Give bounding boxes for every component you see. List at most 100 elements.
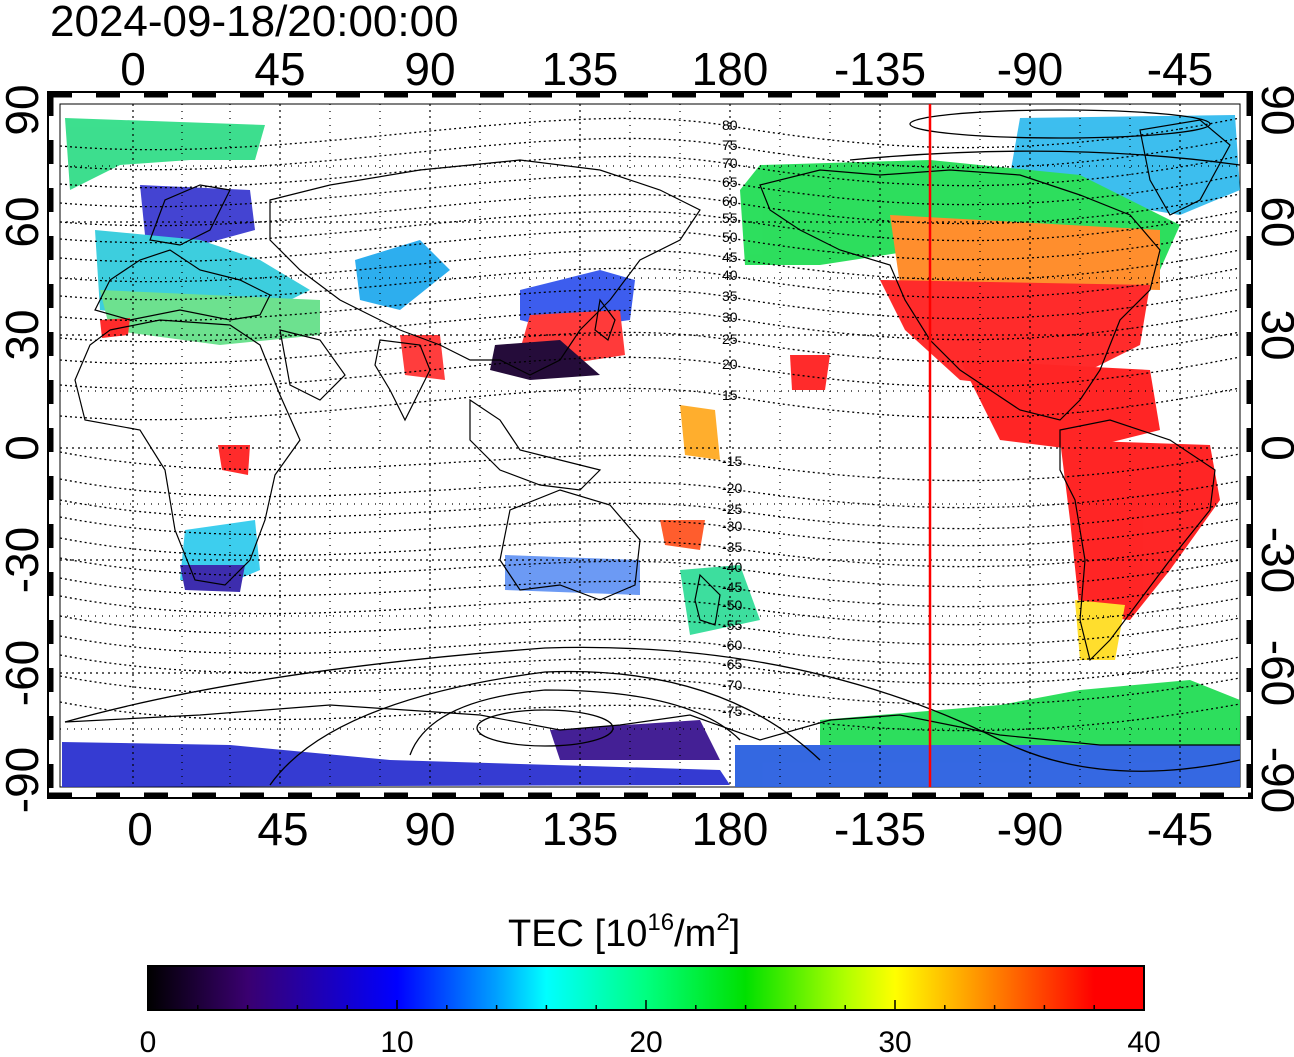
left-lat-label: 30 <box>0 309 48 360</box>
tec-patch-scandinavia <box>140 185 255 245</box>
tec-patch-hawaii <box>790 355 830 390</box>
magnetic-latitude-label: -50 <box>722 597 742 613</box>
south-pole-contours <box>64 109 1240 786</box>
magnetic-contour <box>60 499 1240 530</box>
left-lat-label: -60 <box>0 640 48 706</box>
magnetic-latitude-label: 75 <box>722 137 738 153</box>
right-lat-label: 0 <box>1252 435 1294 461</box>
magnetic-latitude-label: 80 <box>722 117 738 133</box>
magnetic-contour <box>60 309 1240 343</box>
coast-africa <box>74 319 301 586</box>
colorbar-tick-label: 0 <box>140 1026 157 1057</box>
magnetic-contour <box>60 193 1240 227</box>
magnetic-contour <box>60 387 1240 421</box>
magnetic-contour <box>60 595 1240 626</box>
bottom-lon-label: 135 <box>542 803 619 855</box>
magnetic-latitude-label: 65 <box>722 174 738 190</box>
tec-patch-central-america <box>960 360 1160 450</box>
top-lon-label: 45 <box>254 43 305 95</box>
bottom-lon-label: -135 <box>834 803 926 855</box>
magnetic-latitude-label: 70 <box>722 155 738 171</box>
coast-new-zealand <box>694 573 721 626</box>
magnetic-latitude-label: 30 <box>722 309 738 325</box>
magnetic-latitude-label: -15 <box>722 453 742 469</box>
top-lon-label: 90 <box>404 43 455 95</box>
right-lat-label: 60 <box>1252 196 1294 247</box>
tec-patch-patagonia <box>1075 600 1125 660</box>
bottom-lon-label: -45 <box>1147 803 1213 855</box>
magnetic-latitude-label: 25 <box>722 331 738 347</box>
map-inner-frame <box>59 103 1241 788</box>
magnetic-latitude-label: -30 <box>722 518 742 534</box>
right-lat-label: -30 <box>1252 527 1294 593</box>
frame-ticks <box>48 92 1252 798</box>
left-latitude-labels: 90 60 30 0 -30 -60 -90 <box>0 84 48 813</box>
coast-greenland <box>1139 119 1231 216</box>
magnetic-contour <box>60 478 1240 509</box>
bottom-lon-label: 0 <box>127 803 153 855</box>
magnetic-contour <box>60 155 1240 189</box>
magnetic-contour <box>60 516 1240 547</box>
tec-patch-antarctic-west <box>62 742 730 787</box>
left-lat-label: 0 <box>0 435 48 461</box>
coast-scandinavia <box>149 184 231 246</box>
magnetic-latitude-label: 15 <box>722 387 738 403</box>
tec-data-layer <box>62 115 1240 787</box>
tec-patch-pacific-warm <box>680 405 720 460</box>
tec-patch-asia-blue <box>355 240 450 310</box>
magnetic-latitude-label: 60 <box>722 193 738 209</box>
magnetic-latitude-label: -70 <box>722 677 742 693</box>
magnetic-latitude-label: -35 <box>722 539 742 555</box>
right-lat-label: -60 <box>1252 640 1294 706</box>
coast-arabia <box>279 329 346 401</box>
colorbar-tick-label: 30 <box>878 1026 911 1057</box>
tec-patch-east-africa <box>218 445 250 475</box>
tec-patch-south-america <box>1060 440 1220 620</box>
top-lon-label: 0 <box>120 43 146 95</box>
coast-antarctica <box>64 704 1240 746</box>
coast-asia-north <box>269 159 701 376</box>
coast-europe <box>94 249 271 321</box>
magnetic-contour <box>60 174 1240 208</box>
left-lat-label: 60 <box>0 196 48 247</box>
coast-southeast-asia <box>469 398 602 491</box>
magnetic-latitude-label: 20 <box>722 356 738 372</box>
magnetic-latitude-label: 50 <box>722 229 738 245</box>
coastlines <box>64 119 1240 746</box>
magnetic-latitude-label: -65 <box>722 656 742 672</box>
timestamp-title: 2024-09-18/20:00:00 <box>50 0 459 46</box>
coast-south-america <box>1059 419 1216 662</box>
right-lat-label: 90 <box>1252 84 1294 135</box>
tec-patch-iberia-red <box>100 318 130 338</box>
geomagnetic-contours <box>60 117 1240 732</box>
colorbar-tick-label: 40 <box>1127 1026 1160 1057</box>
magnetic-contour <box>60 331 1240 365</box>
colorbar: TEC [1016/m2] 0 10 20 30 40 <box>140 909 1161 1057</box>
bottom-lon-label: 180 <box>692 803 769 855</box>
left-lat-label: 90 <box>0 84 48 135</box>
tec-patch-india <box>400 335 445 380</box>
magnetic-latitude-label: -55 <box>722 617 742 633</box>
magnetic-contour <box>60 117 1240 151</box>
top-longitude-labels: 0 45 90 135 180 -135 -90 -45 <box>120 43 1213 95</box>
bottom-longitude-labels: 0 45 90 135 180 -135 -90 -45 <box>127 803 1213 855</box>
colorbar-tick-label: 10 <box>380 1026 413 1057</box>
magnetic-contour <box>60 210 1240 244</box>
colorbar-title: TEC [1016/m2] <box>508 909 740 955</box>
bottom-lon-label: 45 <box>257 803 308 855</box>
colorbar-tick-label: 20 <box>629 1026 662 1057</box>
magnetic-latitude-label: 45 <box>722 249 738 265</box>
coast-australia <box>499 489 641 601</box>
magnetic-contour <box>60 229 1240 263</box>
colorbar-ticks <box>147 1000 1145 1010</box>
magnetic-latitude-label: -40 <box>722 559 742 575</box>
magnetic-contour <box>60 654 1240 685</box>
magnetic-contour <box>60 249 1240 283</box>
left-lat-label: -30 <box>0 527 48 593</box>
tec-patch-south-africa-deep <box>180 565 245 592</box>
tec-patch-antarctic-east <box>550 720 720 760</box>
coast-north-america <box>759 169 1161 421</box>
magnetic-contour <box>60 675 1240 706</box>
bottom-lon-label: 90 <box>404 803 455 855</box>
